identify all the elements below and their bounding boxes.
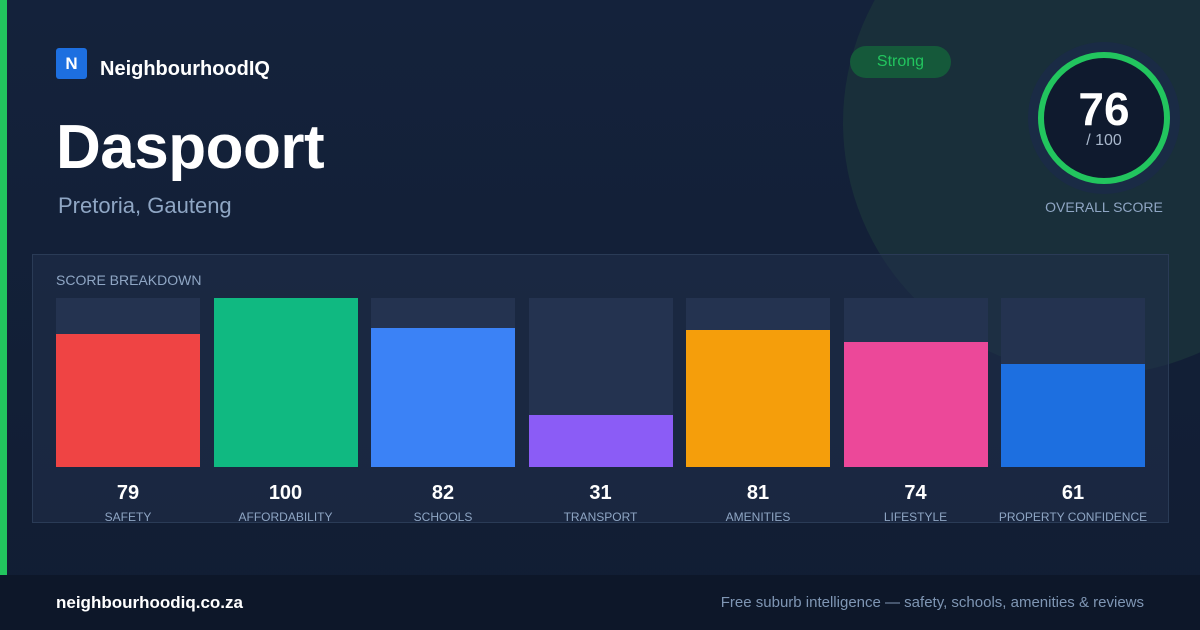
bar-label: AMENITIES	[725, 510, 791, 524]
bar-label: PROPERTY CONFIDENCE	[998, 510, 1148, 524]
footer: neighbourhoodiq.co.za Free suburb intell…	[0, 575, 1200, 630]
score-breakdown-panel: SCORE BREAKDOWN 79 SAFETY 100 AFFORDABILITY…	[32, 254, 1169, 524]
footer-url: neighbourhoodiq.co.za	[56, 593, 243, 612]
overall-score-label: OVERALL SCORE	[1045, 199, 1163, 215]
bar-label: TRANSPORT	[563, 510, 638, 524]
bar-track	[371, 298, 515, 467]
suburb-name: Daspoort	[56, 113, 325, 182]
bar-value: 82	[431, 482, 455, 504]
brand: N NeighbourhoodIQ	[56, 46, 270, 81]
footer-tagline: Free suburb intelligence — safety, schoo…	[720, 594, 1144, 611]
overall-score-value: 76	[1078, 83, 1130, 135]
bar-fill	[56, 333, 200, 467]
brand-logo-icon: N	[56, 48, 87, 79]
bar-label: AFFORDABILITY	[238, 510, 333, 524]
breakdown-item-amenities: 81 AMENITIES	[686, 298, 830, 524]
bar-track	[56, 298, 200, 467]
bar-fill	[213, 298, 358, 467]
breakdown-bars: 79 SAFETY 100 AFFORDABILITY 82 SCHOOLS 31 TRANS…	[56, 298, 1147, 524]
bar-fill	[1001, 363, 1145, 467]
breakdown-title: SCORE BREAKDOWN	[56, 272, 202, 288]
breakdown-item-affordability: 100 AFFORDABILITY	[213, 298, 358, 524]
bar-track	[528, 298, 673, 467]
bar-label: SAFETY	[104, 510, 152, 524]
bar-track	[686, 298, 830, 467]
bar-value: 81	[746, 482, 770, 504]
bar-label: SCHOOLS	[413, 510, 473, 524]
brand-name: NeighbourhoodIQ	[100, 58, 270, 80]
breakdown-item-safety: 79 SAFETY	[56, 298, 200, 524]
breakdown-item-lifestyle: 74 LIFESTYLE	[843, 298, 988, 524]
overall-score-ring: 76 / 100	[1028, 42, 1180, 194]
bar-fill	[528, 414, 673, 467]
bar-fill	[371, 328, 515, 467]
bar-fill	[843, 341, 988, 467]
bar-value: 79	[116, 482, 140, 504]
breakdown-item-transport: 31 TRANSPORT	[528, 298, 673, 524]
breakdown-item-schools: 82 SCHOOLS	[371, 298, 515, 524]
rating-badge: Strong	[850, 46, 951, 78]
score-ring-arc	[1038, 52, 1170, 184]
score-ring-graphic	[1028, 42, 1180, 194]
accent-bar	[0, 0, 7, 575]
bar-track	[213, 298, 358, 467]
bar-value: 31	[589, 482, 612, 504]
bar-label: LIFESTYLE	[883, 510, 948, 524]
overall-score-max: / 100	[1086, 132, 1122, 149]
bar-fill	[686, 330, 830, 467]
breakdown-item-property-confidence: 61 PROPERTY CONFIDENCE	[999, 298, 1147, 524]
bar-value: 61	[1061, 482, 1085, 504]
bar-value: 74	[904, 482, 927, 504]
bar-track	[1001, 298, 1145, 467]
bar-value: 100	[268, 482, 303, 504]
suburb-location: Pretoria, Gauteng	[58, 193, 232, 218]
bar-track	[843, 298, 988, 467]
